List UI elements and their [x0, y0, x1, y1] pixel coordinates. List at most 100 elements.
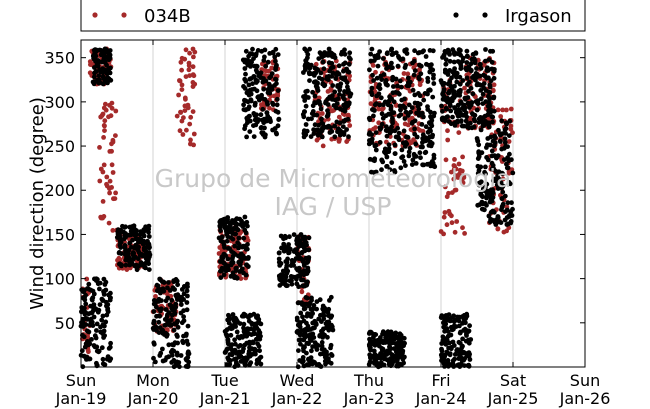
data-point — [143, 261, 148, 266]
data-point — [82, 344, 88, 350]
data-point — [439, 346, 444, 352]
data-point — [103, 101, 108, 107]
data-point — [376, 91, 382, 97]
data-point — [134, 267, 140, 273]
data-point — [305, 311, 310, 317]
data-point — [171, 327, 177, 333]
data-point — [412, 154, 417, 160]
data-point — [146, 267, 152, 272]
data-point — [151, 318, 157, 324]
data-point — [473, 75, 479, 81]
data-point — [250, 46, 255, 52]
data-point — [491, 166, 497, 172]
data-point — [269, 65, 275, 71]
data-point — [274, 96, 280, 102]
data-point — [98, 52, 104, 58]
data-point — [400, 355, 405, 361]
data-point — [509, 200, 514, 206]
data-point — [402, 105, 408, 111]
data-point — [221, 251, 227, 257]
data-point — [184, 288, 190, 294]
data-point — [90, 323, 96, 328]
data-point — [303, 271, 309, 277]
data-point — [401, 128, 407, 134]
data-point — [319, 328, 324, 334]
data-point — [102, 128, 107, 134]
y-tick-label: 50 — [55, 314, 75, 333]
data-point — [289, 278, 294, 283]
data-point — [325, 309, 331, 315]
data-point — [93, 53, 99, 59]
data-point — [369, 46, 375, 52]
data-point — [489, 148, 495, 154]
y-tick-label: 150 — [44, 225, 75, 244]
data-point — [225, 337, 231, 343]
data-point — [325, 89, 331, 94]
data-point — [305, 55, 310, 61]
data-point — [450, 114, 455, 120]
data-point — [113, 133, 118, 139]
data-point — [467, 79, 472, 85]
data-point — [239, 266, 245, 272]
data-point — [272, 54, 278, 60]
data-point — [485, 65, 490, 71]
data-point — [496, 176, 502, 182]
data-point — [479, 83, 484, 88]
legend-marker — [92, 12, 98, 18]
data-point — [151, 341, 157, 347]
data-point — [257, 348, 262, 354]
data-point — [406, 153, 412, 159]
data-point — [305, 265, 311, 271]
data-point — [479, 193, 485, 199]
data-point — [451, 167, 457, 172]
data-point — [308, 71, 314, 77]
data-point — [342, 60, 348, 66]
data-point — [476, 116, 482, 122]
data-point — [502, 136, 508, 142]
data-point — [224, 362, 230, 367]
data-point — [396, 91, 402, 97]
data-point — [464, 48, 470, 54]
data-point — [254, 88, 260, 94]
data-point — [303, 89, 309, 95]
data-point — [332, 89, 338, 95]
data-point — [369, 89, 374, 95]
data-point — [410, 87, 416, 93]
data-point — [92, 65, 97, 70]
data-point — [257, 330, 263, 336]
data-point — [169, 303, 175, 309]
data-point — [377, 102, 383, 108]
data-point — [462, 328, 467, 333]
data-point — [451, 95, 457, 101]
data-point — [486, 57, 492, 62]
data-point — [334, 101, 340, 106]
data-point — [107, 358, 113, 363]
data-point — [458, 66, 464, 71]
data-point — [478, 179, 484, 185]
data-point — [115, 231, 121, 237]
data-point — [368, 355, 373, 361]
data-point — [297, 321, 303, 327]
data-point — [81, 307, 87, 313]
data-point — [156, 299, 162, 304]
data-point — [143, 255, 149, 260]
data-point — [486, 191, 492, 197]
data-point — [404, 141, 410, 147]
data-point — [490, 195, 496, 200]
data-point — [101, 328, 107, 334]
data-point — [184, 331, 189, 337]
data-point — [334, 119, 340, 125]
data-point — [452, 352, 458, 357]
data-point — [341, 132, 347, 138]
data-point — [256, 97, 262, 103]
data-point — [475, 138, 480, 144]
data-point — [130, 237, 135, 243]
data-point — [446, 190, 451, 196]
data-point — [302, 46, 308, 52]
data-point — [95, 63, 101, 69]
data-point — [310, 311, 315, 316]
data-point — [87, 70, 93, 76]
data-point — [445, 128, 450, 134]
data-point — [383, 80, 388, 85]
data-point — [174, 359, 180, 365]
